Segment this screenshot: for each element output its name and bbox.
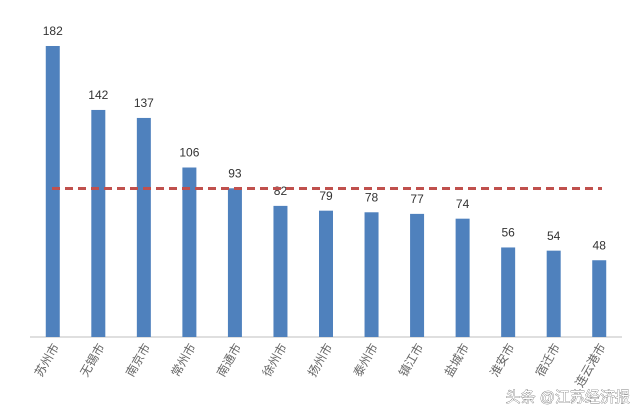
x-tick-label: 无锡市 [77, 341, 108, 380]
bar [592, 260, 607, 337]
value-label: 54 [547, 229, 561, 243]
bar [364, 212, 379, 337]
value-label: 56 [501, 226, 515, 240]
bar [546, 250, 561, 337]
x-tick-label: 镇江市 [395, 341, 426, 380]
x-tick-label: 连云港市 [572, 341, 609, 390]
x-tick-label: 徐州市 [259, 341, 290, 380]
x-tick-label: 南通市 [213, 341, 244, 380]
x-tick-label: 宿迁市 [532, 341, 563, 380]
value-label: 48 [593, 238, 607, 252]
value-label: 106 [179, 146, 199, 160]
bar [319, 210, 333, 337]
value-label: 74 [456, 197, 470, 211]
value-label: 77 [410, 192, 424, 206]
x-tick-label: 淮安市 [487, 341, 518, 380]
value-label: 82 [274, 184, 288, 198]
bar [410, 213, 425, 337]
bar [45, 45, 60, 337]
bar [455, 218, 470, 337]
bar [501, 247, 516, 337]
value-label: 79 [319, 189, 333, 203]
bar [273, 205, 288, 337]
x-tick-label: 盐城市 [441, 341, 472, 380]
bar [136, 117, 151, 337]
value-label: 93 [228, 166, 242, 180]
bar [182, 167, 197, 337]
x-tick-label: 泰州市 [350, 341, 381, 380]
x-tick-label: 扬州市 [304, 341, 335, 380]
bar [227, 188, 242, 337]
value-label: 78 [365, 190, 379, 204]
bar [91, 109, 106, 338]
x-tick-label: 南京市 [122, 341, 153, 380]
value-label: 182 [43, 24, 63, 38]
x-tick-label: 苏州市 [31, 341, 62, 380]
x-tick-label: 常州市 [168, 341, 199, 380]
value-label: 137 [134, 96, 154, 110]
value-label: 142 [88, 88, 108, 102]
watermark: 头条 @江苏经济报 [506, 389, 630, 406]
